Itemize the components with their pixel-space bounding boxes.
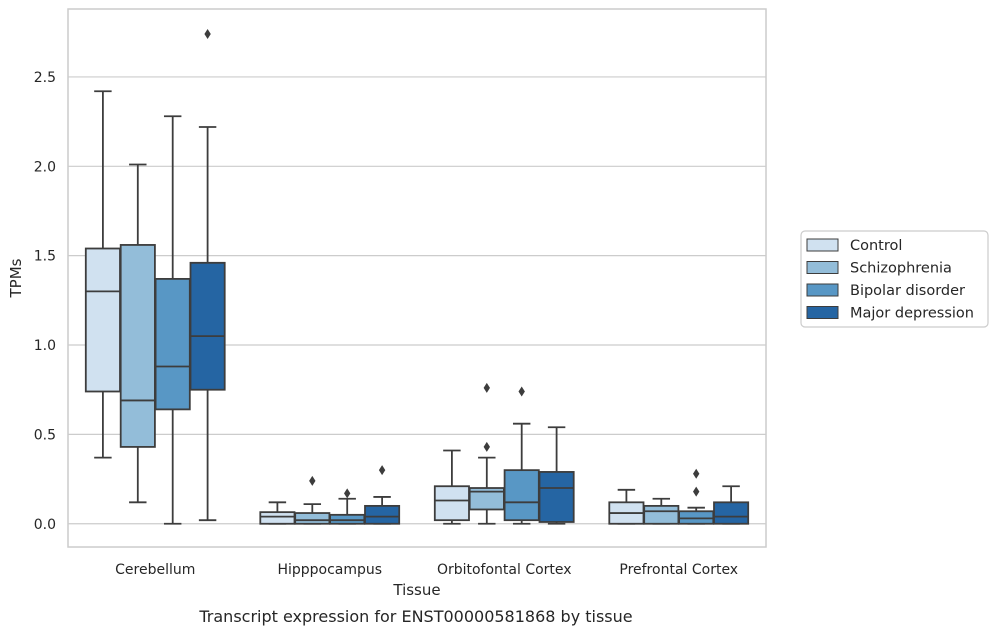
legend-frame xyxy=(800,230,989,328)
box-body xyxy=(364,504,401,525)
box-2-0 xyxy=(433,449,470,525)
legend-swatch-3 xyxy=(806,306,839,319)
legend-label-2: Bipolar disorder xyxy=(850,283,965,299)
y-tick-label-1: 0.5 xyxy=(34,427,56,443)
box-2-3 xyxy=(538,426,575,525)
chart-caption: Transcript expression for ENST0000058186… xyxy=(198,607,632,626)
y-tick-label-3: 1.5 xyxy=(34,249,56,265)
box-0-0 xyxy=(84,90,121,459)
box-0-2 xyxy=(154,115,191,525)
box-body xyxy=(503,469,540,522)
box-1-2 xyxy=(329,488,366,525)
legend-swatch-2 xyxy=(806,283,839,297)
box-1-0 xyxy=(259,501,296,525)
box-body xyxy=(294,512,331,525)
box-body xyxy=(259,511,296,525)
box-3-1 xyxy=(643,497,680,525)
x-tick-label-0: Cerebellum xyxy=(115,562,195,578)
box-2-1 xyxy=(468,382,505,525)
y-tick-label-0: 0.0 xyxy=(34,517,56,533)
y-tick-label-5: 2.5 xyxy=(34,70,56,86)
legend-swatch-0 xyxy=(806,238,839,252)
outlier-1 xyxy=(693,468,700,479)
box-body xyxy=(189,261,226,391)
box-2-2 xyxy=(503,386,540,525)
box-body xyxy=(119,244,156,448)
x-axis-label: Tissue xyxy=(392,581,440,599)
x-axis-ticks: Cerebellum Hipppocampus Orbitofontal Corte… xyxy=(115,562,738,578)
box-1-3 xyxy=(364,465,401,525)
box-3-2 xyxy=(678,468,715,525)
outlier-1 xyxy=(483,382,490,393)
box-body xyxy=(643,504,680,525)
x-tick-label-1: Hipppocampus xyxy=(277,562,382,578)
outlier-0 xyxy=(518,386,525,397)
outlier-0 xyxy=(344,488,351,499)
y-axis-ticks: 0.0 0.5 1.0 1.5 2.0 2.5 xyxy=(34,70,56,533)
box-3-0 xyxy=(608,488,645,525)
box-body xyxy=(713,501,750,525)
outlier-0 xyxy=(204,29,211,40)
box-0-1 xyxy=(119,163,156,504)
box-body xyxy=(433,485,470,522)
box-1-1 xyxy=(294,475,331,525)
box-body xyxy=(154,277,191,411)
box-body xyxy=(84,247,121,393)
y-tick-label-2: 1.0 xyxy=(34,338,56,354)
box-0-3 xyxy=(189,29,226,522)
legend-swatch-1 xyxy=(806,261,839,274)
plot-frame xyxy=(67,8,767,548)
outlier-0 xyxy=(693,486,700,497)
legend-label-3: Major depression xyxy=(850,306,974,322)
y-axis-label: TPMs xyxy=(7,258,25,298)
x-tick-label-2: Orbitofontal Cortex xyxy=(437,562,572,578)
box-body xyxy=(538,471,575,523)
legend-label-0: Control xyxy=(850,238,902,254)
x-tick-label-3: Prefrontal Cortex xyxy=(619,562,738,578)
box-3-3 xyxy=(713,485,750,525)
legend-label-1: Schizophrenia xyxy=(850,261,952,277)
outlier-0 xyxy=(483,441,490,452)
legend: Control Schizophrenia Bipolar disorder Majo… xyxy=(800,230,989,328)
box-groups xyxy=(84,29,750,525)
y-tick-label-4: 2.0 xyxy=(34,159,56,175)
outlier-0 xyxy=(309,475,316,486)
outlier-0 xyxy=(378,465,386,476)
